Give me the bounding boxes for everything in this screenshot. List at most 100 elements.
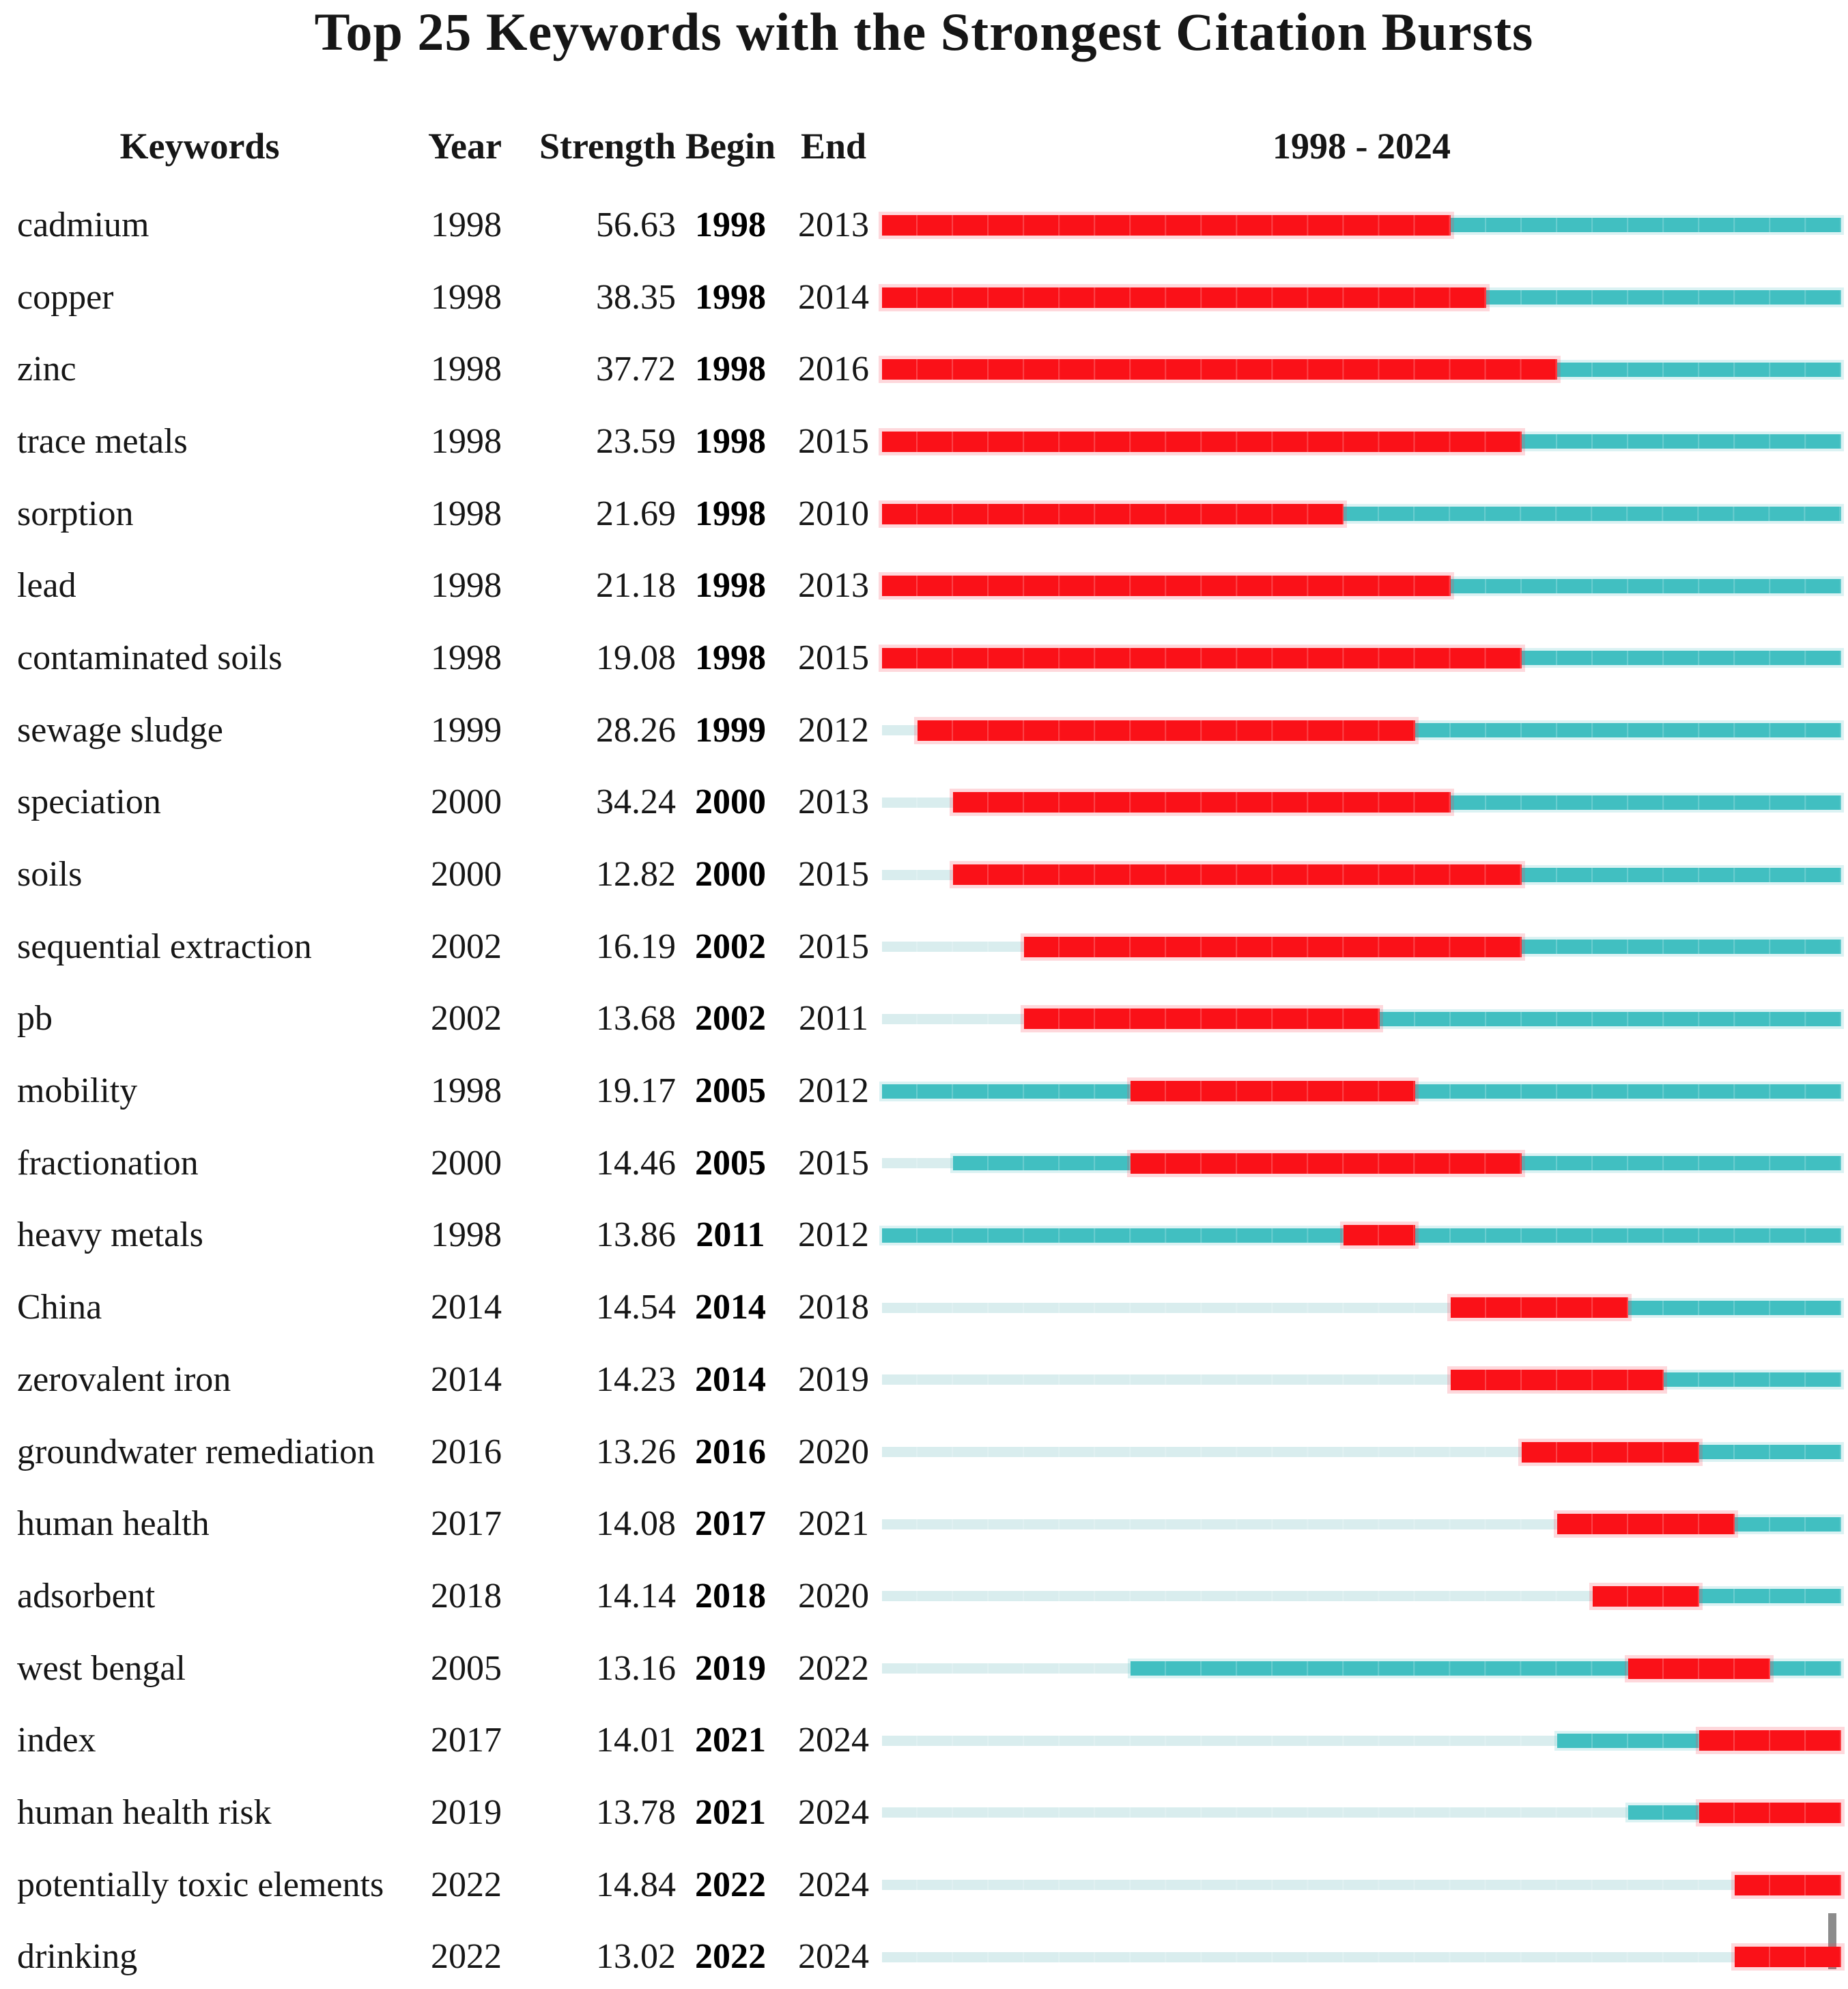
table-row: potentially toxic elements 2022 14.84 2022 2… bbox=[0, 1849, 1841, 1921]
end-cell: 2012 bbox=[798, 1071, 869, 1111]
strength-cell: 37.72 bbox=[596, 350, 676, 389]
active-segment bbox=[1450, 578, 1841, 593]
active-segment bbox=[1734, 1517, 1841, 1532]
strength-cell: 13.68 bbox=[596, 999, 676, 1039]
burst-segment bbox=[882, 576, 1451, 597]
end-cell: 2024 bbox=[798, 1865, 869, 1904]
year-cell: 1998 bbox=[431, 277, 502, 317]
keyword-cell: sequential extraction bbox=[17, 927, 312, 966]
strength-cell: 16.19 bbox=[596, 927, 676, 966]
begin-cell: 1999 bbox=[695, 710, 766, 750]
timeline-bar bbox=[882, 1293, 1841, 1323]
timeline-bar bbox=[882, 210, 1841, 240]
begin-cell: 1998 bbox=[695, 421, 766, 461]
begin-cell: 2011 bbox=[696, 1215, 765, 1255]
active-segment bbox=[1627, 1805, 1699, 1820]
strength-cell: 14.14 bbox=[596, 1576, 676, 1616]
burst-segment bbox=[882, 287, 1486, 308]
table-row: mobility 1998 19.17 2005 2012 bbox=[0, 1055, 1841, 1127]
pre-appearance-segment bbox=[882, 1519, 1557, 1529]
table-row: soils 2000 12.82 2000 2015 bbox=[0, 838, 1841, 911]
year-cell: 2019 bbox=[431, 1792, 502, 1832]
begin-cell: 2002 bbox=[695, 927, 766, 966]
keyword-cell: index bbox=[17, 1721, 96, 1760]
pre-appearance-segment bbox=[882, 1663, 1131, 1674]
active-segment bbox=[1485, 290, 1841, 305]
strength-cell: 14.08 bbox=[596, 1504, 676, 1544]
active-segment bbox=[953, 1156, 1131, 1171]
active-segment bbox=[1698, 1445, 1841, 1460]
end-cell: 2019 bbox=[798, 1359, 869, 1399]
begin-cell: 2000 bbox=[695, 855, 766, 894]
active-segment bbox=[1450, 795, 1841, 810]
strength-cell: 28.26 bbox=[596, 710, 676, 750]
end-cell: 2013 bbox=[798, 566, 869, 606]
strength-cell: 13.78 bbox=[596, 1792, 676, 1832]
end-cell: 2014 bbox=[798, 277, 869, 317]
burst-segment bbox=[953, 792, 1451, 813]
end-cell: 2015 bbox=[798, 855, 869, 894]
burst-segment bbox=[953, 864, 1522, 886]
strength-cell: 12.82 bbox=[596, 855, 676, 894]
end-cell: 2013 bbox=[798, 782, 869, 822]
keyword-cell: copper bbox=[17, 277, 114, 317]
strength-cell: 13.02 bbox=[596, 1937, 676, 1977]
table-row: adsorbent 2018 14.14 2018 2020 bbox=[0, 1560, 1841, 1633]
keyword-cell: west bengal bbox=[17, 1648, 186, 1688]
strength-cell: 13.16 bbox=[596, 1648, 676, 1688]
timeline-bar bbox=[882, 1148, 1841, 1179]
burst-segment bbox=[882, 503, 1344, 524]
pre-appearance-segment bbox=[882, 1374, 1451, 1385]
strength-cell: 21.18 bbox=[596, 566, 676, 606]
pre-appearance-segment bbox=[882, 1951, 1735, 1962]
year-cell: 2014 bbox=[431, 1359, 502, 1399]
active-segment bbox=[1415, 1228, 1841, 1243]
end-cell: 2015 bbox=[798, 421, 869, 461]
burst-segment bbox=[1734, 1874, 1841, 1895]
active-segment bbox=[1521, 940, 1841, 955]
burst-segment bbox=[1024, 936, 1522, 957]
pre-appearance-segment bbox=[882, 1880, 1735, 1891]
begin-cell: 2014 bbox=[695, 1288, 766, 1327]
table-row: west bengal 2005 13.16 2019 2022 bbox=[0, 1633, 1841, 1705]
column-header-timeline-range: 1998 - 2024 bbox=[1273, 126, 1451, 167]
timeline-bar bbox=[882, 283, 1841, 313]
timeline-bar bbox=[882, 643, 1841, 673]
timeline-bar bbox=[882, 932, 1841, 962]
burst-segment bbox=[882, 431, 1522, 452]
end-cell: 2012 bbox=[798, 1215, 869, 1255]
strength-cell: 38.35 bbox=[596, 277, 676, 317]
pre-appearance-segment bbox=[882, 1807, 1628, 1818]
keyword-cell: human health bbox=[17, 1504, 210, 1544]
rows-container: cadmium 1998 56.63 1998 2013 copper 1998 38.35 1… bbox=[0, 189, 1841, 1989]
active-segment bbox=[1698, 1589, 1841, 1604]
burst-segment bbox=[1521, 1441, 1699, 1463]
end-cell: 2020 bbox=[798, 1576, 869, 1616]
table-row: zerovalent iron 2014 14.23 2014 2019 bbox=[0, 1344, 1841, 1416]
burst-segment bbox=[1698, 1802, 1841, 1823]
year-cell: 1998 bbox=[431, 638, 502, 677]
table-row: human health 2017 14.08 2017 2021 bbox=[0, 1488, 1841, 1560]
strength-cell: 34.24 bbox=[596, 782, 676, 822]
active-segment bbox=[1663, 1372, 1841, 1387]
begin-cell: 1998 bbox=[695, 277, 766, 317]
keyword-cell: adsorbent bbox=[17, 1576, 156, 1616]
begin-cell: 1998 bbox=[695, 350, 766, 389]
year-cell: 2016 bbox=[431, 1432, 502, 1471]
keyword-cell: fractionation bbox=[17, 1143, 199, 1183]
chart-title: Top 25 Keywords with the Strongest Citat… bbox=[314, 2, 1534, 61]
end-cell: 2021 bbox=[798, 1504, 869, 1544]
table-row: index 2017 14.01 2021 2024 bbox=[0, 1704, 1841, 1777]
column-header-keywords: Keywords bbox=[119, 126, 280, 167]
burst-segment bbox=[1698, 1730, 1841, 1751]
burst-segment bbox=[1131, 1153, 1522, 1174]
active-segment bbox=[882, 1084, 1131, 1099]
timeline-bar bbox=[882, 1509, 1841, 1539]
table-row: speciation 2000 34.24 2000 2013 bbox=[0, 767, 1841, 839]
active-segment bbox=[882, 1228, 1344, 1243]
strength-cell: 56.63 bbox=[596, 205, 676, 244]
timeline-bar bbox=[882, 1725, 1841, 1755]
keyword-cell: drinking bbox=[17, 1937, 138, 1977]
keyword-cell: sewage sludge bbox=[17, 710, 223, 750]
timeline-bar bbox=[882, 716, 1841, 746]
